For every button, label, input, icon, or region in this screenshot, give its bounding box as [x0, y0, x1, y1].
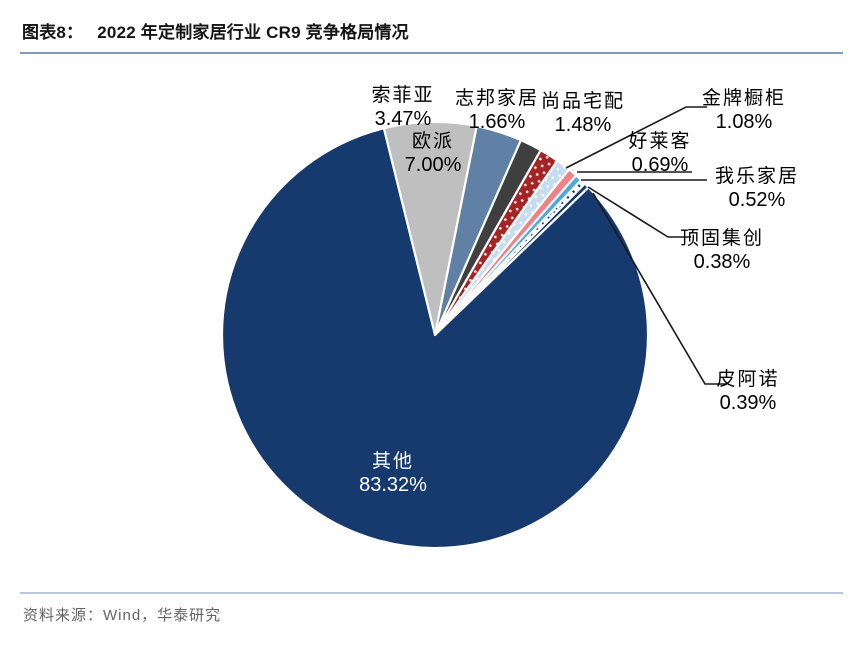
figure-title: 2022 年定制家居行业 CR9 竞争格局情况: [97, 23, 409, 42]
leader-line-8: [592, 192, 727, 385]
leader-line-4: [565, 106, 707, 169]
footer-rule: [20, 592, 843, 594]
leader-line-7: [587, 186, 691, 238]
source-text: 资料来源：Wind，华泰研究: [23, 607, 222, 624]
figure-label: 图表8：: [22, 23, 84, 42]
figure-header: 图表8： 2022 年定制家居行业 CR9 竞争格局情况: [22, 18, 842, 43]
title-rule: [20, 52, 843, 54]
pie-slice-9: [220, 127, 650, 550]
